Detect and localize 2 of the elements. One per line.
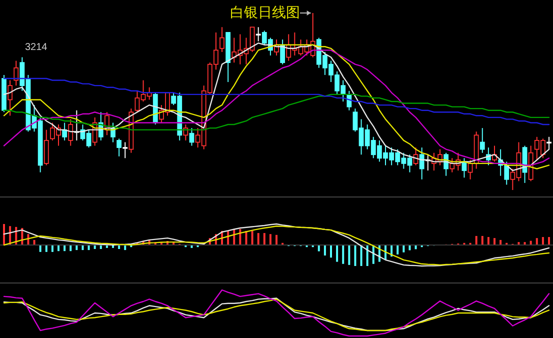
chart-title: 白银日线图: [230, 5, 300, 21]
annotation: 3214: [25, 42, 48, 53]
